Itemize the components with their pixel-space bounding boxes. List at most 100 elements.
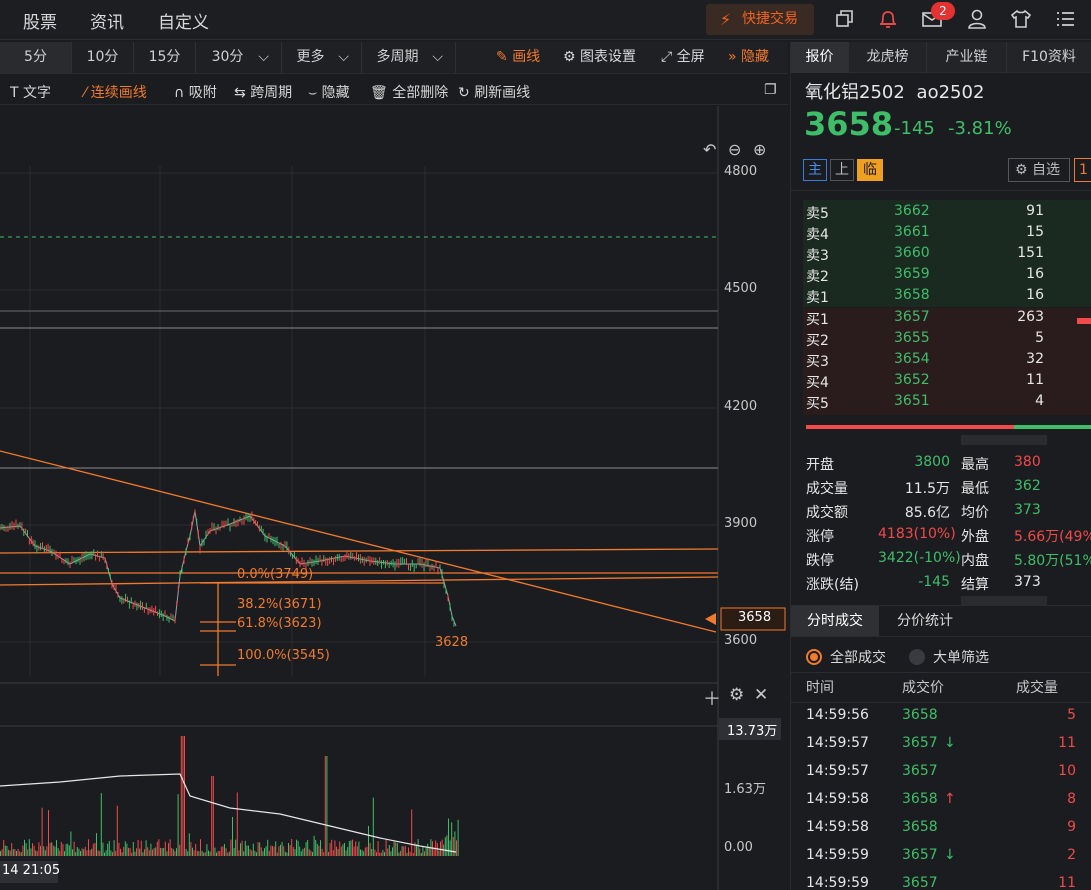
sell-row[interactable]: 卖1 3658 16 (806, 287, 1091, 308)
collapse-handle[interactable] (961, 435, 1047, 445)
period-10min[interactable]: 10分 (72, 42, 134, 73)
tab-quote[interactable]: 报价 (791, 42, 849, 73)
volume-bar (104, 852, 105, 856)
more-button[interactable]: 1 (1074, 158, 1091, 182)
fullscreen-button[interactable]: ⤢ 全屏 (661, 42, 705, 73)
instrument-name: 氧化铝2502 (805, 82, 905, 103)
refresh-icon: ↻ (458, 85, 470, 101)
volume-bar (348, 841, 350, 856)
period-5min[interactable]: 5分 (0, 42, 72, 73)
sell-price: 3658 (894, 287, 930, 303)
sell-row[interactable]: 卖3 3660 151 (806, 245, 1091, 266)
close-icon[interactable]: ✕ (754, 685, 769, 705)
volume-bar (321, 848, 323, 856)
sell-level-label: 卖5 (806, 206, 829, 222)
price-volume-chart[interactable] (0, 106, 788, 890)
skin-icon[interactable] (1010, 8, 1032, 30)
tab-f10[interactable]: F10资料 (1007, 42, 1091, 73)
tab-industry-chain[interactable]: 产业链 (927, 42, 1007, 73)
volume-bar (326, 756, 328, 856)
buy-row[interactable]: 买2 3655 5 (806, 330, 1091, 351)
volume-bar (313, 835, 315, 856)
quick-trade-button[interactable]: ⚡ 快捷交易 (706, 4, 814, 35)
bell-icon[interactable] (877, 8, 899, 30)
tab-time-sales[interactable]: 分时成交 (791, 606, 879, 636)
volume-bar (224, 844, 225, 856)
sell-row[interactable]: 卖2 3659 16 (806, 266, 1091, 287)
volume-bar (184, 736, 185, 856)
snap-tool[interactable]: ∩ 吸附 (174, 82, 217, 102)
volume-bar (444, 837, 446, 856)
tab-price-stats[interactable]: 分价统计 (897, 613, 953, 629)
volume-bar (379, 852, 381, 856)
tab-dragon-tiger[interactable]: 龙虎榜 (849, 42, 927, 73)
volume-bar (270, 845, 272, 856)
period-15min[interactable]: 15分 (134, 42, 196, 73)
volume-bar (371, 849, 373, 856)
cross-period-tool[interactable]: ⇆ 跨周期 (234, 82, 292, 102)
nav-custom[interactable]: 自定义 (158, 13, 209, 33)
draw-button[interactable]: ✎ 画线 (496, 42, 540, 73)
period-30min[interactable]: 30分 ⌵ (196, 42, 282, 73)
add-watchlist-button[interactable]: ⚙ 自选 (1008, 158, 1070, 182)
chart-area[interactable]: ↶ ⊖ ⊕ ＋ ⚙ ✕ 4800 4500 4200 3900 3600 365… (0, 106, 788, 890)
volume-bar (408, 847, 409, 856)
buy-price: 3655 (894, 330, 930, 346)
buy-row[interactable]: 买5 3651 4 (806, 393, 1091, 414)
sell-row[interactable]: 卖5 3662 91 (806, 203, 1091, 224)
text-tool[interactable]: T 文字 (10, 82, 51, 102)
price-ticks (0, 509, 455, 627)
nav-news[interactable]: 资讯 (90, 13, 124, 33)
menu-icon[interactable] (1054, 8, 1076, 30)
volume-bar (110, 850, 112, 856)
volume-bar (244, 840, 246, 856)
volume-bar (372, 797, 374, 856)
continuous-line-tool[interactable]: ⁄ 连续画线 (84, 82, 147, 102)
multi-period-dropdown[interactable]: 多周期 ⌵ (362, 42, 456, 73)
sell-ratio-bar (1014, 425, 1091, 429)
zoom-out-icon[interactable]: ⊖ (728, 140, 742, 159)
tick-time: 14:59:57 (806, 735, 869, 751)
collapse-handle-2[interactable] (961, 596, 1047, 606)
volume-bar (436, 843, 438, 856)
window-icon[interactable] (833, 8, 855, 30)
volume-bar (108, 841, 110, 856)
buy-row[interactable]: 买4 3652 11 (806, 372, 1091, 393)
hide-panel-button[interactable]: » 隐藏 (728, 42, 769, 73)
restore-window-icon[interactable]: ❐ (764, 82, 777, 98)
stat-row: 涨跌(结) -145 结算 373 (806, 574, 1091, 598)
volume-bar (265, 846, 267, 856)
volume-bar (454, 831, 456, 856)
nav-stocks[interactable]: 股票 (23, 13, 57, 33)
buy-row[interactable]: 买1 3657 263 (806, 309, 1091, 330)
cycle-icon: ⇆ (234, 85, 246, 101)
user-icon[interactable] (966, 8, 988, 30)
refresh-drawings-tool[interactable]: ↻ 刷新画线 (458, 82, 530, 102)
hide-drawings-tool[interactable]: ⌣ 隐藏 (308, 82, 350, 102)
buy-row[interactable]: 买3 3654 32 (806, 351, 1091, 372)
volume-bar (220, 846, 222, 856)
volume-bar (451, 822, 453, 856)
sell-row[interactable]: 卖4 3661 15 (806, 224, 1091, 245)
quote-tabs: 报价 龙虎榜 产业链 F10资料 (791, 42, 1091, 73)
fullscreen-label: 全屏 (676, 49, 705, 65)
cross-period-label: 跨周期 (250, 85, 293, 101)
add-indicator-icon[interactable]: ＋ (703, 689, 721, 710)
tick-row: 14:59:59 3657 ↓ 2 (806, 847, 1091, 875)
volume-bar (139, 848, 141, 856)
zoom-in-icon[interactable]: ⊕ (753, 140, 767, 159)
gear-icon[interactable]: ⚙ (729, 685, 745, 705)
chart-settings-button[interactable]: ⚙ 图表设置 (563, 42, 636, 73)
volume-bar (118, 842, 120, 856)
undo-icon[interactable]: ↶ (703, 140, 717, 159)
volume-bar (49, 842, 51, 856)
more-periods-dropdown[interactable]: 更多 ⌵ (282, 42, 362, 73)
volume-bar (233, 847, 235, 856)
sell-level-label: 卖3 (806, 248, 829, 264)
fib-level-100: 100.0%(3545) (237, 648, 330, 663)
volume-bar (60, 841, 62, 856)
delete-all-tool[interactable]: 🗑 全部删除 (370, 82, 448, 102)
volume-bar (425, 847, 427, 856)
crosshair-time-label: 14 21:05 (2, 863, 61, 878)
tick-time: 14:59:56 (806, 707, 869, 723)
